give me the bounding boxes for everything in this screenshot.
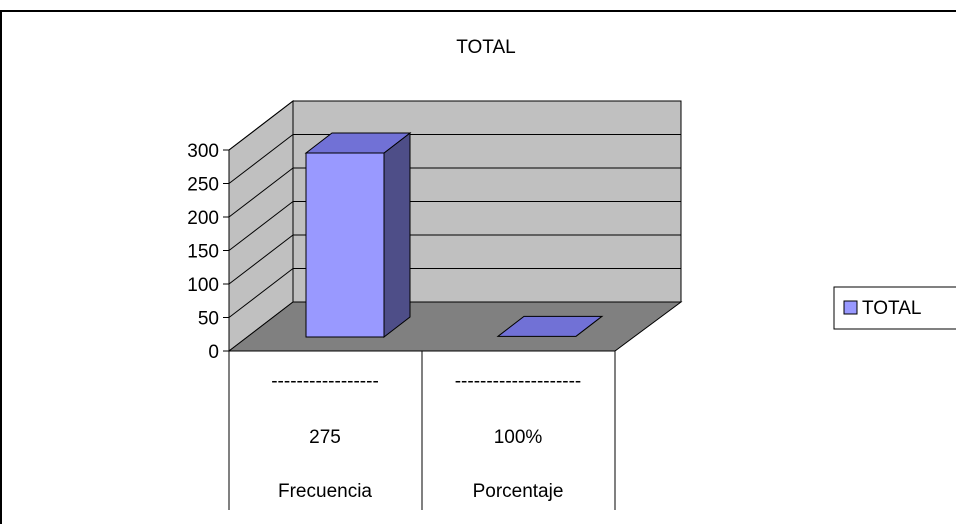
category-label-name: Frecuencia — [278, 481, 372, 502]
floor — [227, 301, 683, 352]
bar-top-face — [304, 132, 412, 154]
plot-area: 0 50 100 150 200 250 300 — [187, 99, 683, 363]
bar-side-face — [383, 131, 411, 339]
category-label-dashes: ----------------- — [271, 371, 379, 392]
y-tick-label: 150 — [187, 242, 219, 263]
legend: TOTAL — [833, 286, 956, 330]
legend-label: TOTAL — [862, 298, 921, 319]
gridline-side — [228, 100, 294, 151]
category-table: ----------------- 275 Frecuencia -------… — [228, 350, 616, 510]
chart-title: TOTAL — [456, 37, 515, 58]
y-tick-label: 300 — [187, 141, 219, 162]
y-tick-label: 100 — [187, 275, 219, 296]
bars — [304, 131, 604, 339]
y-tick-label: 200 — [187, 208, 219, 229]
category-label-name: Porcentaje — [473, 481, 564, 502]
gridline-side — [228, 234, 294, 285]
category-label-dashes: -------------------- — [455, 371, 582, 392]
y-axis-ticks: 0 50 100 150 200 250 300 — [187, 141, 229, 363]
category-label-value: 100% — [494, 427, 543, 448]
gridline-side — [228, 268, 294, 318]
y-tick-label: 0 — [208, 342, 219, 363]
category-label-value: 275 — [309, 427, 341, 448]
bar — [496, 315, 604, 337]
gridline-side — [228, 167, 294, 218]
gridline-side — [228, 134, 294, 184]
y-tick-label: 50 — [198, 309, 219, 330]
legend-swatch — [843, 300, 858, 315]
bar-top-face — [496, 315, 604, 337]
bar — [304, 131, 412, 339]
gridline-side — [228, 201, 294, 251]
y-tick-label: 250 — [187, 175, 219, 196]
bar-front-face — [305, 152, 385, 338]
